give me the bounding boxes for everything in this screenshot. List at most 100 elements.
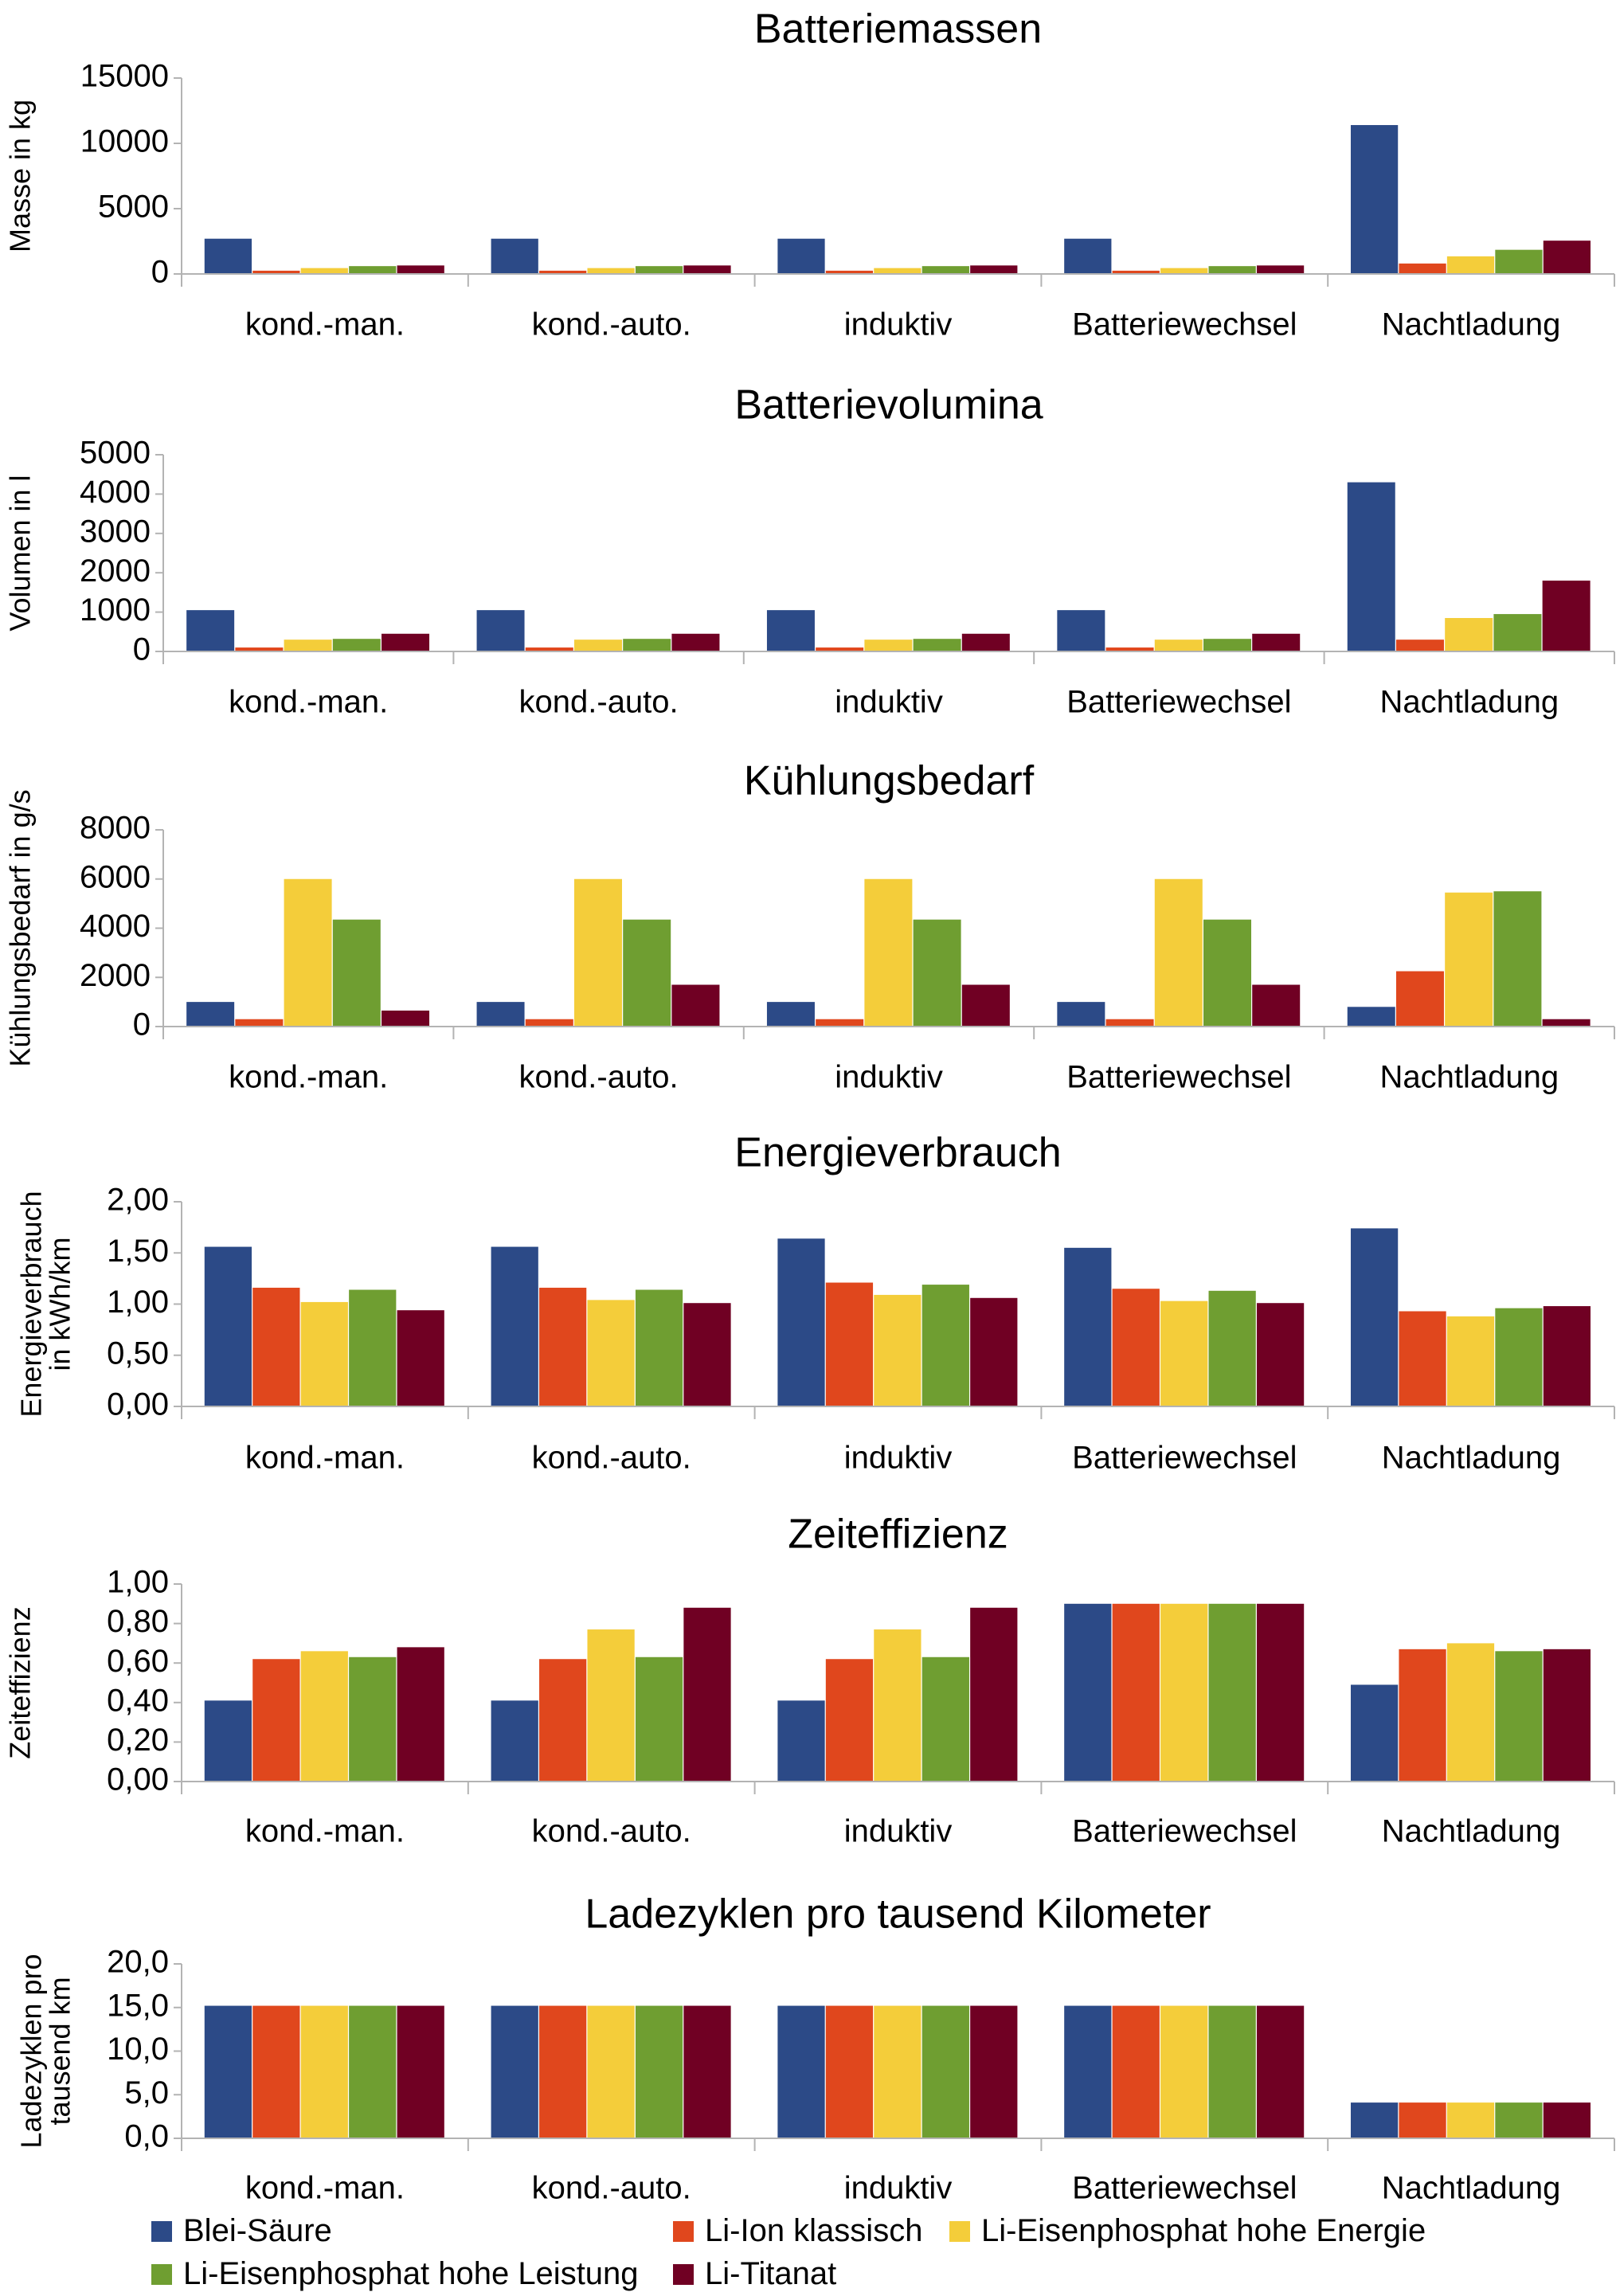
x-tick-label: Batteriewechsel: [1066, 1060, 1291, 1095]
y-tick-label: 3000: [80, 514, 151, 549]
bar: [300, 1301, 348, 1406]
bar: [1395, 971, 1444, 1027]
y-tick-label: 1,50: [107, 1234, 169, 1269]
bar: [587, 1629, 635, 1782]
bar: [1350, 2102, 1399, 2138]
bar: [1112, 1289, 1160, 1406]
bar: [252, 1287, 300, 1406]
chart-title: Zeiteffizienz: [788, 1512, 1008, 1558]
bar: [573, 640, 622, 651]
bar: [587, 2005, 635, 2138]
bar: [491, 1700, 538, 1782]
bar: [1160, 2005, 1208, 2138]
x-tick-label: Nachtladung: [1379, 685, 1559, 720]
bar: [961, 984, 1010, 1027]
bar: [777, 2005, 825, 2138]
y-axis-label: Kühlungsbedarf in g/s: [4, 789, 37, 1066]
bar: [635, 266, 683, 274]
bar: [1446, 1643, 1495, 1782]
bar: [1350, 1684, 1399, 1782]
bar: [186, 1002, 235, 1027]
bar: [777, 1700, 825, 1782]
bar: [539, 1287, 587, 1406]
y-tick-label: 2000: [80, 553, 151, 589]
bar: [1495, 2102, 1543, 2138]
y-tick-label: 1,00: [107, 1285, 169, 1320]
bar: [864, 878, 913, 1027]
y-tick-label: 8000: [80, 811, 151, 846]
bar: [874, 268, 921, 274]
bar: [1064, 238, 1112, 274]
bar: [300, 2005, 348, 2138]
bar: [1350, 1228, 1399, 1406]
bar: [816, 647, 864, 651]
bar: [970, 265, 1018, 274]
bar: [825, 2005, 874, 2138]
y-tick-label: 0: [133, 1007, 151, 1042]
y-tick-label: 10,0: [107, 2032, 169, 2067]
bar: [1256, 1303, 1305, 1406]
y-tick-label: 0: [151, 255, 169, 290]
bar: [204, 2005, 252, 2138]
bar: [1399, 263, 1446, 274]
bar: [1160, 1301, 1208, 1406]
x-tick-label: Batteriewechsel: [1072, 307, 1297, 342]
bar: [1495, 1308, 1543, 1406]
bar: [921, 2005, 969, 2138]
bar: [300, 1651, 348, 1782]
y-tick-label: 0,80: [107, 1604, 169, 1639]
bar: [476, 1002, 525, 1027]
bar: [1064, 1247, 1112, 1406]
bar: [252, 1659, 300, 1782]
bar: [1395, 640, 1444, 651]
bar: [284, 878, 332, 1027]
y-tick-label: 6000: [80, 859, 151, 894]
x-tick-label: Nachtladung: [1382, 2171, 1561, 2206]
y-tick-label: 20,0: [107, 1945, 169, 1980]
bar: [1542, 581, 1591, 651]
bar: [777, 238, 825, 274]
bar: [874, 1294, 921, 1406]
bar: [1256, 2005, 1305, 2138]
y-axis-label: tausend km: [44, 1977, 76, 2125]
bar: [1543, 2102, 1591, 2138]
bar: [766, 610, 815, 651]
bar: [1399, 1311, 1446, 1406]
bar: [252, 2005, 300, 2138]
bar: [1064, 2005, 1112, 2138]
x-tick-label: kond.-auto.: [532, 307, 691, 342]
bar: [825, 1282, 874, 1406]
bar: [825, 1659, 874, 1782]
x-tick-label: induktiv: [835, 1060, 943, 1095]
bar: [397, 1647, 444, 1782]
bar: [1112, 2005, 1160, 2138]
x-tick-label: kond.-man.: [245, 1814, 405, 1849]
y-tick-label: 4000: [80, 909, 151, 944]
bar: [1064, 1603, 1112, 1782]
bar: [1112, 1603, 1160, 1782]
bar: [921, 1656, 969, 1782]
bar: [332, 919, 381, 1027]
y-axis-label: Zeiteffizienz: [4, 1606, 37, 1758]
bar: [349, 266, 397, 274]
bar: [874, 1629, 921, 1782]
bar: [683, 265, 731, 274]
bar: [349, 1289, 397, 1406]
bar: [539, 1659, 587, 1782]
bar: [1160, 268, 1208, 274]
bar: [635, 2005, 683, 2138]
bar: [1112, 270, 1160, 274]
bar: [476, 610, 525, 651]
bar: [252, 270, 300, 274]
bar: [1203, 919, 1252, 1027]
bar: [1208, 1603, 1256, 1782]
y-tick-label: 1,00: [107, 1565, 169, 1600]
x-tick-label: Batteriewechsel: [1072, 2171, 1297, 2206]
bar: [300, 268, 348, 274]
y-tick-label: 5000: [98, 190, 169, 225]
bar: [1399, 1649, 1446, 1782]
bar: [816, 1019, 864, 1027]
bar: [573, 878, 622, 1027]
bar: [1105, 647, 1154, 651]
bar: [1543, 1306, 1591, 1406]
